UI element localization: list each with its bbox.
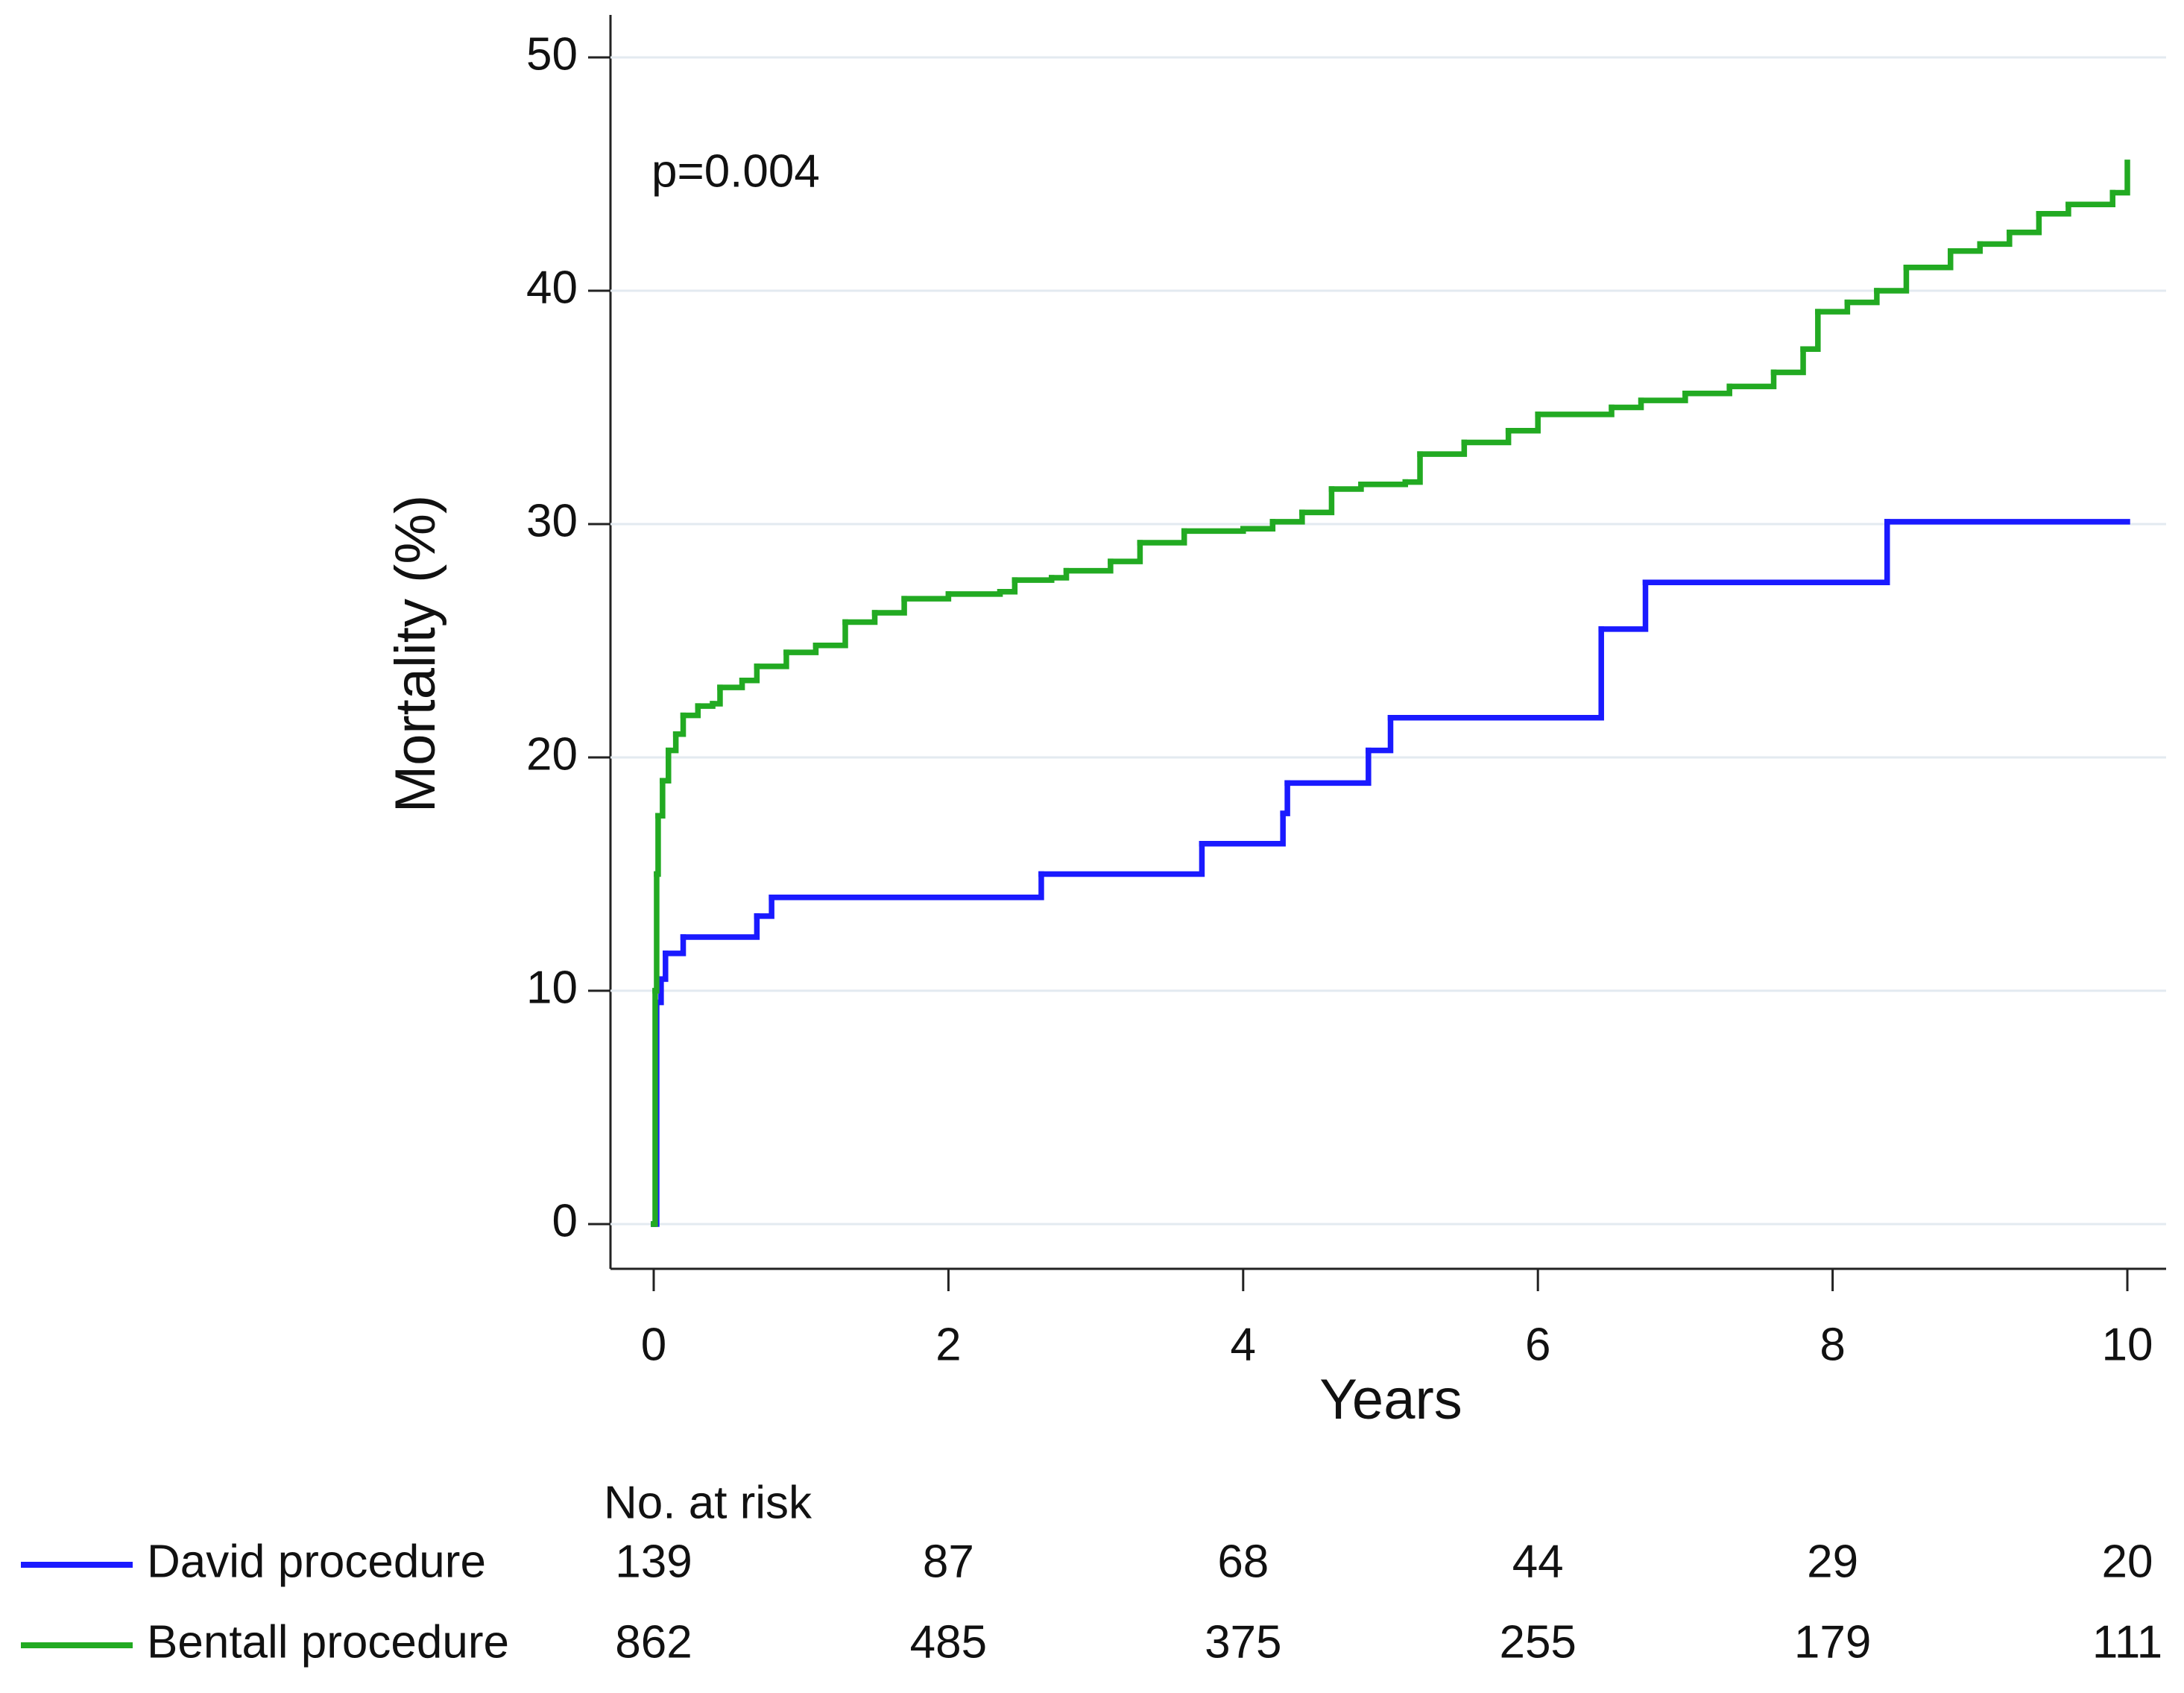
km-step — [1535, 404, 1615, 417]
km-step — [1402, 451, 1423, 485]
km-step — [768, 871, 1044, 901]
risk-table-title: No. at risk — [604, 1477, 812, 1528]
at-risk-count: 139 — [615, 1536, 692, 1587]
km-step — [1358, 479, 1409, 488]
x-tick-label: 2 — [935, 1319, 961, 1370]
km-step — [1598, 579, 1649, 632]
km-step — [2036, 201, 2071, 217]
km-step — [2109, 160, 2130, 196]
km-step — [680, 703, 701, 719]
km-step — [672, 712, 687, 737]
y-tick-label: 0 — [552, 1195, 578, 1246]
km-step — [652, 871, 660, 994]
y-tick-label: 10 — [526, 962, 578, 1013]
km-step — [1642, 519, 1890, 585]
km-step — [842, 610, 878, 625]
at-risk-count: 44 — [1512, 1536, 1564, 1587]
km-step — [666, 731, 679, 754]
km-step — [1609, 397, 1644, 411]
km-step — [1948, 241, 1983, 254]
km-step — [1063, 558, 1114, 574]
km-step — [1682, 383, 1732, 397]
at-risk-count: 87 — [923, 1536, 974, 1587]
km-step — [1903, 248, 1954, 271]
km-step — [1770, 346, 1806, 376]
km-step — [1800, 309, 1821, 352]
at-risk-count: 485 — [910, 1616, 987, 1668]
km-step — [1011, 575, 1055, 583]
km-step — [1638, 390, 1688, 403]
km-step — [1505, 412, 1541, 434]
km-step — [1815, 299, 1851, 315]
km-step — [945, 589, 1003, 597]
y-tick-label: 50 — [526, 28, 578, 80]
km-step — [812, 619, 848, 649]
km-step — [997, 577, 1018, 595]
km-step — [1366, 715, 1394, 754]
km-step — [654, 976, 664, 1006]
km-step — [754, 895, 774, 919]
x-tick-label: 6 — [1525, 1319, 1550, 1370]
km-step — [2007, 210, 2042, 236]
km-step — [680, 913, 760, 940]
x-tick-label: 0 — [641, 1319, 666, 1370]
at-risk-count: 375 — [1205, 1616, 1281, 1668]
km-step — [1387, 626, 1604, 721]
y-axis-title: Mortality (%) — [384, 495, 447, 813]
km-step — [1280, 780, 1290, 816]
km-step — [1181, 526, 1246, 535]
km-step — [1328, 482, 1364, 492]
x-tick-label: 8 — [1820, 1319, 1845, 1370]
y-tick-label: 20 — [526, 728, 578, 780]
km-step — [1977, 230, 2013, 248]
km-step — [1844, 288, 1880, 306]
km-step — [717, 677, 745, 690]
x-tick-label: 4 — [1231, 1319, 1256, 1370]
km-step — [1108, 540, 1143, 564]
km-step — [658, 950, 669, 983]
km-step — [1726, 369, 1777, 390]
x-axis-title: Years — [1319, 1368, 1462, 1431]
at-risk-count: 862 — [615, 1616, 692, 1668]
legend-label: Bentall procedure — [147, 1616, 509, 1668]
at-risk-count: 29 — [1807, 1536, 1858, 1587]
km-step — [901, 591, 952, 602]
km-step — [871, 596, 907, 616]
at-risk-count: 255 — [1499, 1616, 1576, 1668]
km-step — [1240, 519, 1276, 532]
y-tick-label: 40 — [526, 262, 578, 313]
at-risk-count: 20 — [2102, 1536, 2153, 1587]
km-step — [660, 747, 672, 784]
x-tick-label: 10 — [2102, 1319, 2153, 1370]
at-risk-count: 111 — [2092, 1616, 2162, 1668]
km-step — [654, 813, 661, 877]
km-step — [655, 778, 666, 819]
km-step — [1199, 810, 1286, 847]
km-step — [1038, 841, 1205, 877]
km-step — [1461, 428, 1512, 446]
km-step — [1299, 486, 1335, 516]
km-step — [1269, 509, 1305, 525]
km-step — [1417, 439, 1468, 457]
km-step — [783, 643, 819, 655]
annotation: p=0.004 — [651, 145, 820, 197]
km-step — [651, 988, 658, 1227]
y-tick-label: 30 — [526, 495, 578, 546]
km-step — [1874, 264, 1910, 294]
km-step — [2065, 189, 2115, 207]
at-risk-count: 179 — [1794, 1616, 1871, 1668]
km-step — [1284, 747, 1372, 786]
km-step — [663, 934, 687, 956]
at-risk-count: 68 — [1217, 1536, 1269, 1587]
km-step — [710, 684, 723, 707]
km-step — [739, 663, 760, 684]
km-step — [1137, 528, 1187, 546]
legend-label: David procedure — [147, 1536, 486, 1587]
km-step — [754, 649, 789, 669]
